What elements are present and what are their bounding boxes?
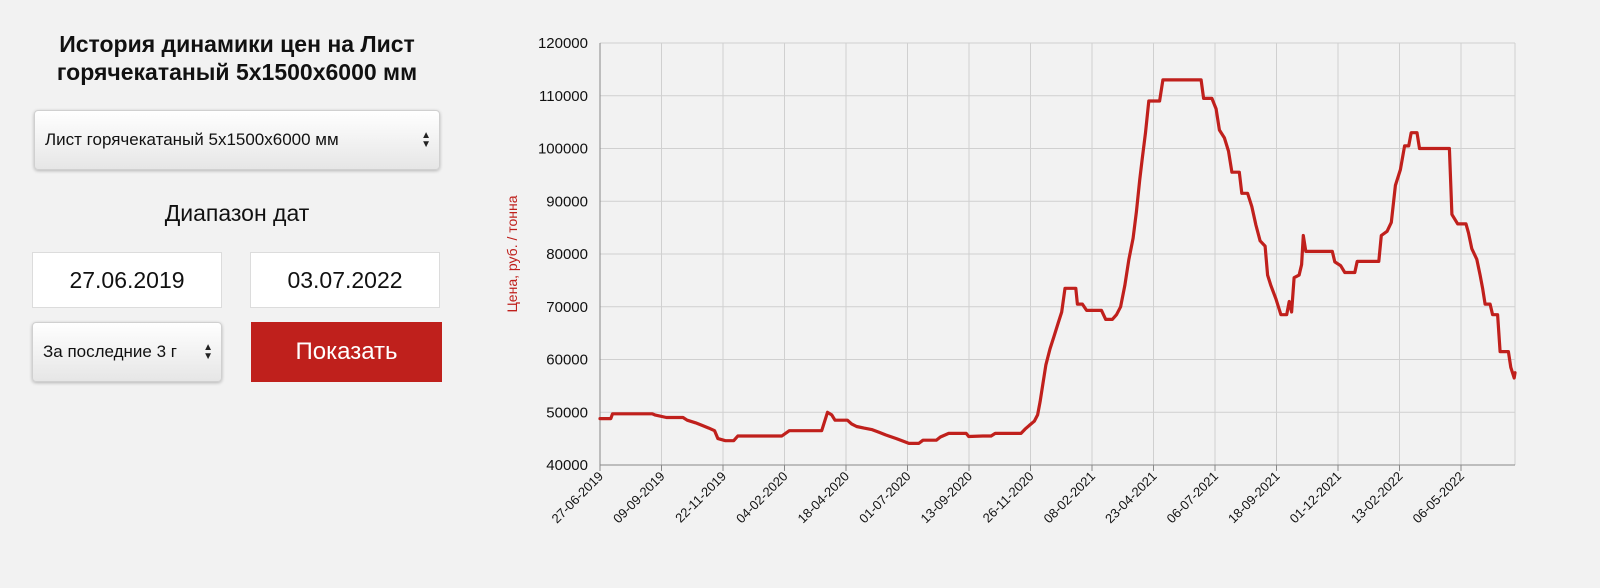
x-tick-label: 08-02-2021	[1040, 469, 1098, 527]
y-tick-label: 70000	[546, 299, 588, 316]
page-title: История динамики цен на Лист горячекатан…	[56, 31, 418, 85]
y-tick-label: 110000	[539, 88, 588, 105]
y-tick-label: 50000	[546, 404, 588, 421]
x-tick-label: 06-07-2021	[1163, 469, 1221, 527]
x-tick-label: 04-02-2020	[733, 469, 791, 527]
x-tick-label: 22-11-2019	[672, 469, 729, 526]
x-tick-label: 01-12-2021	[1286, 469, 1344, 527]
y-tick-label: 60000	[546, 352, 588, 369]
x-tick-label: 18-09-2021	[1225, 469, 1283, 527]
select-arrows-icon: ▲ ▼	[421, 130, 431, 150]
y-tick-label: 40000	[546, 457, 588, 474]
x-tick-label: 06-05-2022	[1409, 469, 1467, 527]
y-tick-label: 100000	[538, 141, 588, 158]
date-to-input[interactable]	[250, 252, 440, 308]
x-tick-label: 18-04-2020	[794, 469, 852, 527]
y-tick-label: 80000	[546, 246, 588, 263]
y-tick-label: 90000	[546, 193, 588, 210]
select-arrows-icon: ▲ ▼	[203, 342, 213, 362]
period-select[interactable]: За последние 3 г ▲ ▼	[32, 322, 222, 382]
show-button[interactable]: Показать	[251, 322, 442, 382]
x-tick-label: 09-09-2019	[610, 469, 668, 527]
product-select-value: Лист горячекатаный 5х1500х6000 мм	[45, 130, 339, 149]
x-tick-label: 13-02-2022	[1348, 469, 1406, 527]
y-axis-label: Цена, руб. / тонна	[504, 195, 520, 312]
y-tick-label: 120000	[538, 35, 588, 52]
product-select[interactable]: Лист горячекатаный 5х1500х6000 мм ▲ ▼	[34, 110, 440, 170]
x-tick-label: 27-06-2019	[548, 469, 606, 527]
x-tick-label: 26-11-2020	[980, 469, 1037, 526]
period-select-value: За последние 3 г	[43, 342, 177, 361]
date-from-input[interactable]	[32, 252, 222, 308]
x-tick-label: 23-04-2021	[1102, 469, 1160, 527]
date-range-label: Диапазон дат	[164, 200, 310, 226]
x-tick-label: 13-09-2020	[917, 469, 975, 527]
price-series-line	[598, 78, 1517, 445]
x-tick-label: 01-07-2020	[856, 469, 914, 527]
filter-panel: История динамики цен на Лист горячекатан…	[32, 30, 452, 382]
